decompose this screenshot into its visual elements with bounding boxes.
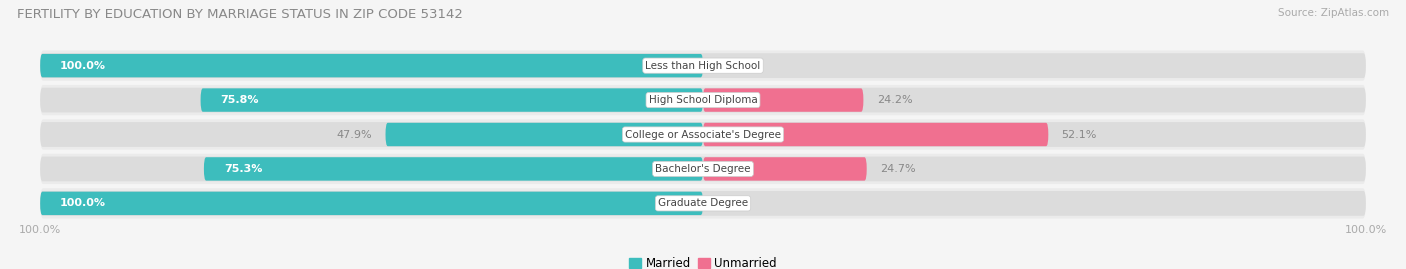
FancyBboxPatch shape [41, 157, 1365, 181]
FancyBboxPatch shape [41, 85, 1365, 115]
FancyBboxPatch shape [703, 88, 863, 112]
Legend: Married, Unmarried: Married, Unmarried [624, 253, 782, 269]
FancyBboxPatch shape [385, 123, 703, 146]
Text: 0.0%: 0.0% [716, 61, 745, 71]
Text: Source: ZipAtlas.com: Source: ZipAtlas.com [1278, 8, 1389, 18]
Text: College or Associate's Degree: College or Associate's Degree [626, 129, 780, 140]
FancyBboxPatch shape [41, 53, 1365, 78]
FancyBboxPatch shape [41, 51, 1365, 81]
Text: 75.3%: 75.3% [224, 164, 262, 174]
FancyBboxPatch shape [703, 123, 1049, 146]
FancyBboxPatch shape [41, 88, 1365, 112]
FancyBboxPatch shape [41, 54, 703, 77]
FancyBboxPatch shape [204, 157, 703, 181]
Text: Less than High School: Less than High School [645, 61, 761, 71]
FancyBboxPatch shape [41, 191, 1365, 216]
FancyBboxPatch shape [41, 192, 703, 215]
FancyBboxPatch shape [41, 122, 1365, 147]
Text: 52.1%: 52.1% [1062, 129, 1097, 140]
Text: 100.0%: 100.0% [60, 61, 105, 71]
FancyBboxPatch shape [703, 157, 866, 181]
Text: 100.0%: 100.0% [60, 198, 105, 208]
Text: Bachelor's Degree: Bachelor's Degree [655, 164, 751, 174]
Text: Graduate Degree: Graduate Degree [658, 198, 748, 208]
FancyBboxPatch shape [41, 188, 1365, 218]
Text: 24.7%: 24.7% [880, 164, 915, 174]
Text: 47.9%: 47.9% [336, 129, 373, 140]
Text: 0.0%: 0.0% [716, 198, 745, 208]
FancyBboxPatch shape [41, 154, 1365, 184]
Text: High School Diploma: High School Diploma [648, 95, 758, 105]
FancyBboxPatch shape [201, 88, 703, 112]
FancyBboxPatch shape [41, 119, 1365, 150]
Text: FERTILITY BY EDUCATION BY MARRIAGE STATUS IN ZIP CODE 53142: FERTILITY BY EDUCATION BY MARRIAGE STATU… [17, 8, 463, 21]
Text: 75.8%: 75.8% [221, 95, 259, 105]
Text: 24.2%: 24.2% [877, 95, 912, 105]
